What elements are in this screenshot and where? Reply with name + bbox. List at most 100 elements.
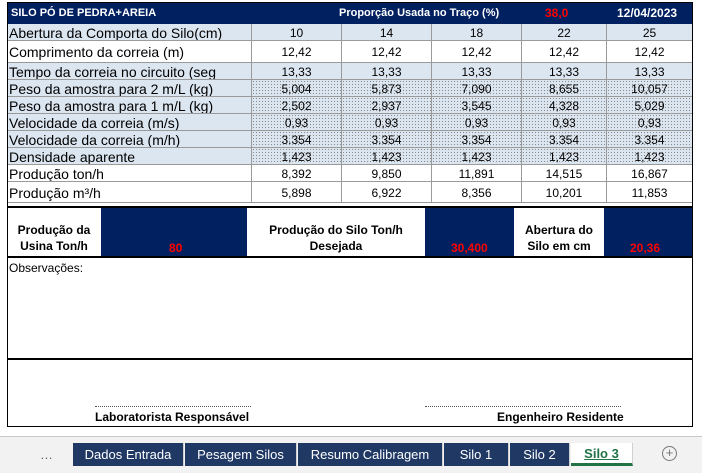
value-cell[interactable]: 18 <box>432 24 522 40</box>
sheet-tab-bar: … Dados Entrada Pesagem Silos Resumo Cal… <box>0 436 702 473</box>
desejada-label: Produção do Silo Ton/h Desejada <box>269 223 403 253</box>
row-label[interactable]: Densidade aparente <box>7 148 252 164</box>
row-label[interactable]: Tempo da correia no circuito (seg <box>7 63 252 79</box>
desejada-value: 30,400 <box>451 241 488 255</box>
row-label[interactable]: Velocidade da correia (m/s) <box>7 114 252 130</box>
observations-area[interactable]: Observações: <box>7 258 693 360</box>
row-label[interactable]: Peso da amostra para 1 m/L (kg) <box>7 97 252 113</box>
row-label[interactable]: Produção m³/h <box>7 182 252 202</box>
proportion-value[interactable]: 38,0 <box>545 6 569 20</box>
value-cell[interactable]: 8,655 <box>522 80 607 96</box>
plus-circle-icon[interactable]: + <box>662 446 677 461</box>
value-cell[interactable]: 0,93 <box>342 114 432 130</box>
value-cell[interactable]: 4,328 <box>522 97 607 113</box>
lab-signature-line <box>95 406 251 407</box>
value-cell[interactable]: 12,42 <box>342 41 432 62</box>
tab-silo-1[interactable]: Silo 1 <box>444 443 509 466</box>
value-cell[interactable]: 5,029 <box>607 97 693 113</box>
value-cell[interactable]: 0,93 <box>252 114 342 130</box>
table-row: Produção m³/h 5,898 6,922 8,356 10,201 11,853 <box>7 182 693 203</box>
value-cell[interactable]: 5,873 <box>342 80 432 96</box>
value-cell[interactable]: 1,423 <box>342 148 432 164</box>
tab-dados-entrada[interactable]: Dados Entrada <box>73 443 184 466</box>
value-cell[interactable]: 12,42 <box>522 41 607 62</box>
date-value[interactable]: 12/04/2023 <box>617 6 678 20</box>
tab-silo-3[interactable]: Silo 3 <box>571 443 633 466</box>
table-row: Comprimento da correia (m) 12,42 12,42 12,4… <box>7 41 693 63</box>
table-row: Densidade aparente 1,423 1,423 1,423 1,423 1,… <box>7 148 693 165</box>
table-row: Peso da amostra para 2 m/L (kg) 5,004 5,87… <box>7 80 693 97</box>
value-cell[interactable]: 5,004 <box>252 80 342 96</box>
sheet-title: SILO PÓ DE PEDRA+AREIA <box>11 7 157 19</box>
value-cell[interactable]: 10 <box>252 24 342 40</box>
tab-silo-2[interactable]: Silo 2 <box>510 443 570 466</box>
value-cell[interactable]: 1,423 <box>607 148 693 164</box>
usina-value-cell[interactable]: 80 <box>101 208 247 256</box>
abertura-value: 20,36 <box>630 241 661 255</box>
value-cell[interactable]: 0,93 <box>522 114 607 130</box>
engineer-signature-line <box>425 406 621 407</box>
value-cell[interactable]: 8,392 <box>252 165 342 181</box>
calibration-sheet: SILO PÓ DE PEDRA+AREIA Proporção Usada n… <box>7 2 693 427</box>
value-cell[interactable]: 3.354 <box>522 131 607 147</box>
tab-pesagem-silos[interactable]: Pesagem Silos <box>185 443 297 466</box>
row-label[interactable]: Velocidade da correia (m/h) <box>7 131 252 147</box>
value-cell[interactable]: 10,057 <box>607 80 693 96</box>
proportion-label: Proporção Usada no Traço (%) <box>339 7 500 19</box>
tab-resumo-calibragem[interactable]: Resumo Calibragem <box>298 443 443 466</box>
value-cell[interactable]: 7,090 <box>432 80 522 96</box>
value-cell[interactable]: 12,42 <box>252 41 342 62</box>
value-cell[interactable]: 3,545 <box>432 97 522 113</box>
value-cell[interactable]: 11,891 <box>432 165 522 181</box>
table-row: Peso da amostra para 1 m/L (kg) 2,502 2,93… <box>7 97 693 114</box>
abertura-label: Abertura do Silo em cm <box>524 223 593 253</box>
value-cell[interactable]: 22 <box>522 24 607 40</box>
value-cell[interactable]: 16,867 <box>607 165 693 181</box>
table-row: Velocidade da correia (m/s) 0,93 0,93 0,93 0… <box>7 114 693 131</box>
value-cell[interactable]: 0,93 <box>607 114 693 130</box>
value-cell[interactable]: 13,33 <box>432 63 522 79</box>
value-cell[interactable]: 2,937 <box>342 97 432 113</box>
engineer-signature-label: Engenheiro Residente <box>497 410 624 424</box>
value-cell[interactable]: 12,42 <box>607 41 693 62</box>
row-label[interactable]: Abertura da Comporta do Silo(cm) <box>7 24 252 40</box>
ellipsis-icon[interactable]: … <box>40 447 53 462</box>
value-cell[interactable]: 9,850 <box>342 165 432 181</box>
row-label[interactable]: Produção ton/h <box>7 165 252 181</box>
lab-signature-label: Laboratorista Responsável <box>95 410 250 424</box>
value-cell[interactable]: 25 <box>607 24 693 40</box>
row-label[interactable]: Peso da amostra para 2 m/L (kg) <box>7 80 252 96</box>
table-row: Velocidade da correia (m/h) 3.354 3.354 3.3… <box>7 131 693 148</box>
signature-area: Laboratorista Responsável Engenheiro Res… <box>7 360 693 427</box>
value-cell[interactable]: 3.354 <box>252 131 342 147</box>
desejada-value-cell[interactable]: 30,400 <box>425 208 514 256</box>
value-cell[interactable]: 1,423 <box>432 148 522 164</box>
header-bar: SILO PÓ DE PEDRA+AREIA Proporção Usada n… <box>7 2 693 24</box>
row-label[interactable]: Comprimento da correia (m) <box>7 41 252 62</box>
value-cell[interactable]: 13,33 <box>522 63 607 79</box>
value-cell[interactable]: 6,922 <box>342 182 432 202</box>
value-cell[interactable]: 2,502 <box>252 97 342 113</box>
value-cell[interactable]: 3.354 <box>342 131 432 147</box>
table-row: Tempo da correia no circuito (seg 13,33 13… <box>7 63 693 80</box>
value-cell[interactable]: 1,423 <box>522 148 607 164</box>
value-cell[interactable]: 14,515 <box>522 165 607 181</box>
usina-value: 80 <box>169 241 183 255</box>
value-cell[interactable]: 3.354 <box>432 131 522 147</box>
value-cell[interactable]: 12,42 <box>432 41 522 62</box>
value-cell[interactable]: 1,423 <box>252 148 342 164</box>
data-table: Abertura da Comporta do Silo(cm) 10 14 18 22… <box>7 24 693 205</box>
summary-block: Produção da Usina Ton/h 80 Produção do S… <box>7 206 693 258</box>
observations-label: Observações: <box>9 261 84 275</box>
value-cell[interactable]: 13,33 <box>252 63 342 79</box>
value-cell[interactable]: 13,33 <box>607 63 693 79</box>
value-cell[interactable]: 10,201 <box>522 182 607 202</box>
abertura-value-cell[interactable]: 20,36 <box>604 208 693 256</box>
value-cell[interactable]: 3.354 <box>607 131 693 147</box>
value-cell[interactable]: 8,356 <box>432 182 522 202</box>
value-cell[interactable]: 11,853 <box>607 182 693 202</box>
value-cell[interactable]: 5,898 <box>252 182 342 202</box>
value-cell[interactable]: 0,93 <box>432 114 522 130</box>
value-cell[interactable]: 13,33 <box>342 63 432 79</box>
value-cell[interactable]: 14 <box>342 24 432 40</box>
